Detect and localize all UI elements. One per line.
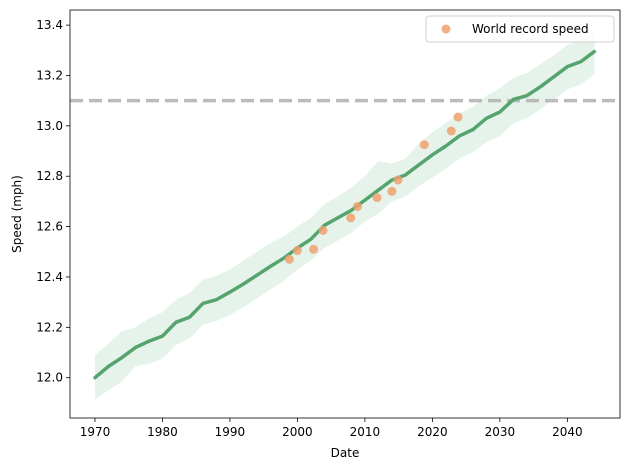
y-tick-label: 12.4 — [36, 270, 63, 284]
trend-line — [93, 49, 597, 380]
world-record-point — [352, 201, 362, 211]
legend: World record speed — [425, 15, 615, 43]
x-axis-title: Date — [331, 446, 360, 460]
x-tick-label: 2030 — [485, 425, 516, 439]
x-tick-label: 2020 — [417, 425, 448, 439]
y-tick-label: 12.8 — [36, 169, 63, 183]
world-record-point — [419, 140, 429, 150]
y-tick-label: 13.0 — [36, 119, 63, 133]
x-tick-label: 1980 — [147, 425, 178, 439]
x-tick-label: 2040 — [552, 425, 583, 439]
world-record-point — [393, 175, 403, 185]
world-record-point — [284, 254, 294, 264]
world-record-point — [318, 225, 328, 235]
legend-marker — [441, 24, 451, 34]
world-record-point — [292, 246, 302, 256]
y-axis-title: Speed (mph) — [10, 175, 24, 253]
x-tick-label: 1970 — [80, 425, 111, 439]
x-tick-label: 2000 — [282, 425, 313, 439]
legend-box — [425, 15, 615, 43]
y-axis-ticks: 12.0 12.2 12.4 12.6 12.8 13.0 13.2 13.4 — [36, 18, 70, 385]
y-tick-label: 12.2 — [36, 320, 63, 334]
x-tick-label: 2010 — [350, 425, 381, 439]
legend-label: World record speed — [472, 22, 589, 36]
world-record-points-layer — [284, 112, 463, 264]
world-record-point — [372, 193, 382, 203]
world-record-point — [453, 112, 463, 122]
y-tick-label: 12.0 — [36, 371, 63, 385]
plot-frame — [69, 9, 621, 419]
world-record-point — [346, 213, 356, 223]
y-tick-label: 13.4 — [36, 18, 63, 32]
world-record-point — [309, 244, 319, 254]
world-record-point — [387, 186, 397, 196]
trend-line-layer — [93, 49, 597, 380]
x-axis-ticks: 1970 1980 1990 2000 2010 2020 2030 2040 — [80, 418, 583, 439]
y-tick-label: 13.2 — [36, 68, 63, 82]
world-record-point — [446, 126, 456, 136]
y-tick-label: 12.6 — [36, 220, 63, 234]
x-tick-label: 1990 — [215, 425, 246, 439]
